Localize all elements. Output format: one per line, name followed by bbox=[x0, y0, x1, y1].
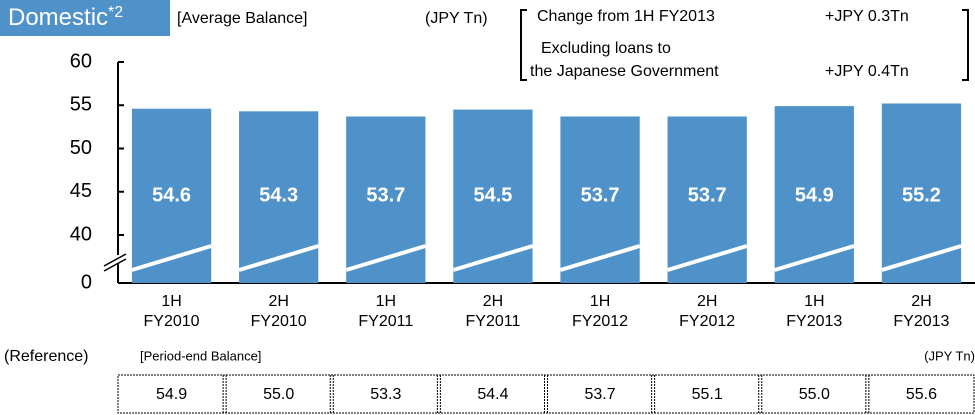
x-tick-label: 1H bbox=[161, 293, 181, 310]
data-label: 53.7 bbox=[688, 184, 727, 206]
x-tick-label: FY2011 bbox=[358, 313, 413, 330]
y-tick-label: 40 bbox=[70, 223, 92, 245]
x-tick-label: 2H bbox=[483, 293, 503, 310]
reference-value: 55.1 bbox=[692, 386, 723, 403]
y-tick-label: 50 bbox=[70, 137, 92, 159]
unit: (JPY Tn) bbox=[425, 10, 488, 27]
data-label: 53.7 bbox=[581, 184, 620, 206]
x-tick-label: 2H bbox=[697, 293, 717, 310]
annotation: +JPY 0.4Tn bbox=[825, 63, 909, 80]
bar bbox=[131, 108, 212, 284]
reference-table bbox=[117, 374, 975, 414]
reference-value: 53.7 bbox=[584, 386, 615, 403]
break-line bbox=[345, 244, 427, 272]
bracket-left bbox=[520, 9, 527, 81]
axis-break-mark bbox=[103, 258, 127, 272]
bar bbox=[453, 109, 533, 283]
reference-label: (Reference) bbox=[4, 348, 88, 365]
break-line bbox=[774, 244, 855, 272]
x-tick-label: FY2011 bbox=[466, 313, 521, 330]
reference-value: 53.3 bbox=[370, 386, 401, 403]
break-line bbox=[559, 244, 641, 272]
title-box bbox=[0, 0, 170, 36]
axis-break-mark bbox=[103, 253, 127, 267]
y-tick-label: 45 bbox=[70, 180, 92, 202]
reference-title: [Period-end Balance] bbox=[140, 348, 261, 363]
x-tick-label: FY2010 bbox=[144, 313, 200, 330]
y-tick-label: 60 bbox=[70, 50, 92, 72]
reference-value: 55.0 bbox=[799, 386, 830, 403]
bar bbox=[667, 116, 747, 284]
break-line bbox=[452, 244, 534, 272]
x-tick-label: FY2012 bbox=[572, 313, 628, 330]
x-tick-label: 1H bbox=[804, 293, 824, 310]
data-label: 53.7 bbox=[366, 184, 405, 206]
x-tick-label: FY2012 bbox=[679, 313, 735, 330]
break-line bbox=[666, 244, 748, 272]
reference-unit: (JPY Tn) bbox=[924, 348, 975, 363]
bar bbox=[881, 103, 962, 284]
bar bbox=[774, 106, 854, 284]
x-tick-label: FY2013 bbox=[893, 313, 949, 330]
subtitle: [Average Balance] bbox=[177, 10, 307, 27]
x-tick-label: 1H bbox=[376, 293, 396, 310]
bar bbox=[560, 116, 640, 284]
title-text: Domestic bbox=[8, 4, 108, 31]
break-line bbox=[238, 244, 319, 272]
break-line bbox=[881, 244, 962, 272]
reference-value: 55.6 bbox=[906, 386, 937, 403]
y-tick-label: 55 bbox=[70, 94, 92, 116]
x-tick-label: 1H bbox=[590, 293, 610, 310]
reference-value: 54.4 bbox=[477, 386, 508, 403]
annotation: the Japanese Government bbox=[530, 63, 719, 80]
break-line bbox=[131, 244, 212, 272]
annotation: Change from 1H FY2013 bbox=[537, 8, 715, 25]
bracket-right bbox=[962, 9, 969, 81]
x-tick-label: FY2010 bbox=[251, 313, 307, 330]
data-label: 54.3 bbox=[259, 184, 298, 206]
reference-value: 54.9 bbox=[156, 386, 187, 403]
chart-title: Domestic*2 bbox=[8, 4, 123, 31]
data-label: 54.5 bbox=[473, 184, 512, 206]
x-tick-label: 2H bbox=[268, 293, 288, 310]
annotation: +JPY 0.3Tn bbox=[825, 8, 909, 25]
x-tick-label: 2H bbox=[911, 293, 931, 310]
title-footnote: *2 bbox=[108, 4, 123, 21]
annotation: Excluding loans to bbox=[541, 40, 671, 57]
bar bbox=[239, 111, 319, 284]
data-label: 54.9 bbox=[795, 184, 834, 206]
bar bbox=[346, 116, 426, 284]
data-label: 55.2 bbox=[902, 184, 941, 206]
x-tick-label: FY2013 bbox=[786, 313, 842, 330]
y-tick-label: 0 bbox=[81, 271, 92, 293]
reference-value: 55.0 bbox=[263, 386, 294, 403]
data-label: 54.6 bbox=[152, 184, 191, 206]
